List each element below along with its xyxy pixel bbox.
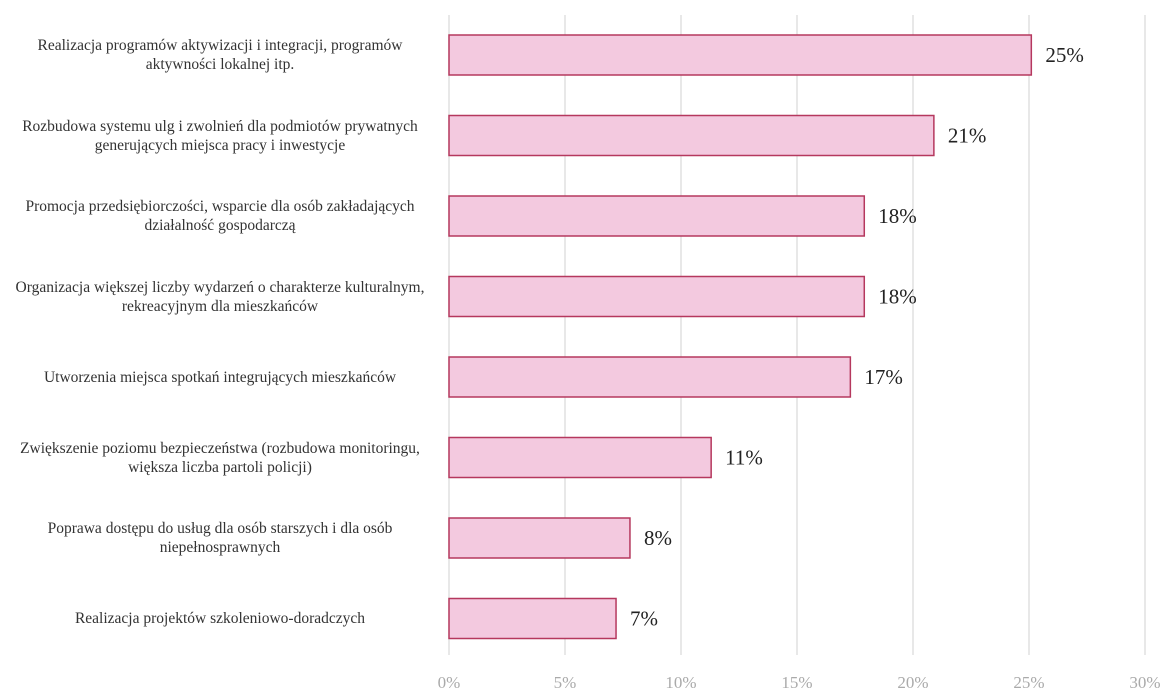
x-tick-label: 20% (897, 673, 928, 692)
x-tick-label: 15% (781, 673, 812, 692)
bar (448, 356, 852, 398)
value-label: 11% (725, 445, 763, 469)
category-label: Realizacja projektów szkoleniowo-doradcz… (74, 610, 366, 627)
value-label: 25% (1045, 43, 1084, 67)
category-label: Organizacja większej liczby wydarzeń o c… (15, 278, 425, 315)
category-label: Promocja przedsiębiorczości, wsparcie dl… (25, 198, 415, 234)
value-label: 8% (644, 526, 672, 550)
category-label: Zwiększenie poziomu bezpieczeństwa (rozb… (20, 439, 420, 476)
bar (448, 34, 1033, 76)
value-label: 7% (630, 606, 658, 630)
value-label: 21% (948, 123, 987, 147)
x-tick-label: 30% (1129, 673, 1160, 692)
category-label: Rozbudowa systemu ulg i zwolnień dla pod… (22, 117, 418, 154)
bar (448, 597, 617, 640)
bar (448, 195, 866, 237)
bar (448, 436, 712, 479)
x-tick-label: 10% (665, 673, 696, 692)
value-label: 18% (878, 204, 917, 228)
category-label: Utworzenia miejsca spotkań integrujących… (43, 368, 397, 386)
x-tick-label: 25% (1013, 673, 1044, 692)
x-tick-label: 5% (554, 673, 577, 692)
x-tick-label: 0% (438, 673, 461, 692)
category-label: Poprawa dostępu do usług dla osób starsz… (47, 520, 393, 556)
value-label: 17% (864, 365, 903, 389)
bar (448, 275, 866, 318)
bar (448, 114, 935, 157)
bar (448, 517, 631, 559)
value-label: 18% (878, 284, 917, 308)
category-label: Realizacja programów aktywizacji i integ… (37, 37, 403, 73)
